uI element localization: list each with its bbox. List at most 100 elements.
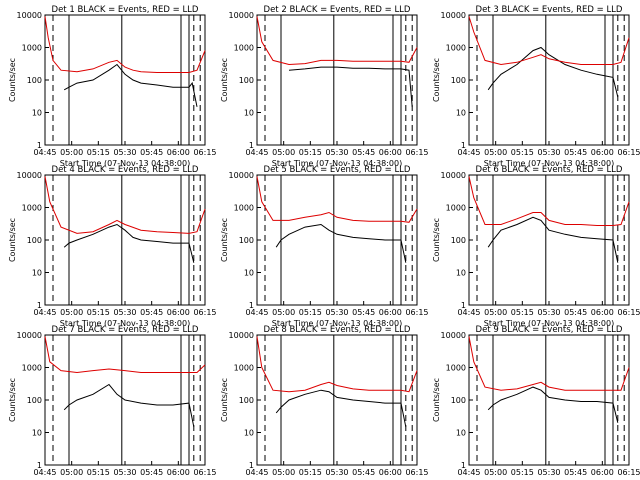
panel-9: Det 9 BLACK = Events, RED = LLD 1 10 100 100… bbox=[432, 325, 640, 480]
x-tick-label: 05:45 bbox=[140, 468, 163, 477]
y-tick-label: 1000 bbox=[446, 44, 466, 53]
series-line-lld bbox=[44, 16, 206, 73]
x-tick-label: 05:00 bbox=[484, 468, 507, 477]
x-tick-label: 05:30 bbox=[113, 308, 136, 317]
y-axis-label: Counts/sec bbox=[432, 378, 441, 422]
panel-8: Det 8 BLACK = Events, RED = LLD 1 10 100 100… bbox=[220, 325, 429, 480]
panel-title: Det 1 BLACK = Events, RED = LLD bbox=[52, 5, 199, 15]
series-line-lld bbox=[468, 16, 630, 66]
x-tick-label: 05:30 bbox=[325, 308, 348, 317]
series-line-events bbox=[487, 46, 619, 98]
panel-title: Det 6 BLACK = Events, RED = LLD bbox=[476, 165, 623, 175]
x-tick-label: 05:00 bbox=[272, 148, 295, 157]
x-tick-label: 04:45 bbox=[245, 148, 268, 157]
y-tick-label: 1 bbox=[461, 461, 466, 470]
x-tick-label: 06:15 bbox=[617, 468, 640, 477]
x-tick-label: 05:45 bbox=[352, 468, 375, 477]
x-axis-label: Start Time (07-Nov-13 04:38:00) bbox=[60, 159, 190, 168]
x-axis-label: Start Time (07-Nov-13 04:38:00) bbox=[272, 319, 402, 328]
panel-title: Det 7 BLACK = Events, RED = LLD bbox=[52, 325, 199, 335]
x-tick-label: 05:00 bbox=[484, 148, 507, 157]
y-tick-label: 1000 bbox=[22, 364, 42, 373]
y-tick-label: 10 bbox=[244, 429, 254, 438]
x-tick-label: 05:00 bbox=[272, 308, 295, 317]
x-tick-label: 05:00 bbox=[272, 468, 295, 477]
series-line-events bbox=[288, 66, 413, 107]
panel-7: Det 7 BLACK = Events, RED = LLD 1 10 100 100… bbox=[8, 325, 217, 480]
x-tick-label: 05:30 bbox=[537, 148, 560, 157]
x-tick-label: 05:15 bbox=[87, 308, 110, 317]
y-tick-label: 1 bbox=[461, 141, 466, 150]
x-tick-label: 06:00 bbox=[379, 308, 402, 317]
x-tick-label: 06:00 bbox=[167, 308, 190, 317]
series-line-lld bbox=[256, 336, 418, 393]
x-tick-label: 06:15 bbox=[405, 148, 428, 157]
x-tick-label: 06:00 bbox=[379, 468, 402, 477]
y-tick-label: 1000 bbox=[234, 204, 254, 213]
x-tick-label: 05:15 bbox=[87, 468, 110, 477]
panel-title: Det 5 BLACK = Events, RED = LLD bbox=[264, 165, 411, 175]
x-axis-label: Start Time (07-Nov-13 04:38:00) bbox=[60, 319, 190, 328]
y-tick-label: 10000 bbox=[441, 171, 466, 180]
x-tick-label: 06:15 bbox=[405, 308, 428, 317]
y-axis-label: Counts/sec bbox=[8, 378, 17, 422]
y-tick-label: 10000 bbox=[229, 331, 254, 340]
y-tick-label: 1000 bbox=[446, 204, 466, 213]
y-tick-label: 100 bbox=[27, 396, 42, 405]
panel-title: Det 9 BLACK = Events, RED = LLD bbox=[476, 325, 623, 335]
x-tick-label: 05:00 bbox=[60, 308, 83, 317]
x-tick-label: 05:00 bbox=[60, 148, 83, 157]
y-tick-label: 10000 bbox=[229, 11, 254, 20]
x-tick-label: 05:30 bbox=[537, 308, 560, 317]
x-tick-label: 06:15 bbox=[193, 308, 216, 317]
x-axis-label: Start Time (07-Nov-13 04:38:00) bbox=[484, 159, 614, 168]
panel-4: Det 4 BLACK = Events, RED = LLD 1 10 100 100… bbox=[8, 165, 217, 328]
y-tick-label: 1 bbox=[37, 461, 42, 470]
y-tick-label: 1 bbox=[461, 301, 466, 310]
x-tick-label: 06:00 bbox=[591, 468, 614, 477]
series-line-lld bbox=[468, 176, 630, 226]
x-tick-label: 04:45 bbox=[457, 148, 480, 157]
x-tick-label: 05:15 bbox=[299, 468, 322, 477]
x-tick-label: 06:00 bbox=[167, 148, 190, 157]
y-tick-label: 100 bbox=[239, 236, 254, 245]
y-tick-label: 100 bbox=[27, 76, 42, 85]
y-tick-label: 1 bbox=[249, 461, 254, 470]
x-tick-label: 06:15 bbox=[617, 308, 640, 317]
panel-title: Det 3 BLACK = Events, RED = LLD bbox=[476, 5, 623, 15]
panel-5: Det 5 BLACK = Events, RED = LLD 1 10 100 100… bbox=[220, 165, 429, 328]
y-tick-label: 100 bbox=[451, 236, 466, 245]
y-tick-label: 10 bbox=[32, 269, 42, 278]
series-line-lld bbox=[44, 336, 206, 374]
x-tick-label: 05:45 bbox=[352, 308, 375, 317]
series-line-events bbox=[275, 223, 407, 263]
x-tick-label: 04:45 bbox=[245, 308, 268, 317]
y-tick-label: 1000 bbox=[22, 204, 42, 213]
x-tick-label: 05:00 bbox=[60, 468, 83, 477]
y-tick-label: 10 bbox=[456, 429, 466, 438]
x-axis-label: Start Time (07-Nov-13 04:38:00) bbox=[272, 159, 402, 168]
x-tick-label: 06:00 bbox=[591, 148, 614, 157]
x-tick-label: 05:15 bbox=[299, 308, 322, 317]
y-tick-label: 1000 bbox=[22, 44, 42, 53]
x-tick-label: 05:30 bbox=[113, 468, 136, 477]
y-tick-label: 10000 bbox=[229, 171, 254, 180]
x-axis-label: Start Time (07-Nov-13 04:38:00) bbox=[484, 319, 614, 328]
y-tick-label: 1 bbox=[249, 301, 254, 310]
y-axis-label: Counts/sec bbox=[8, 218, 17, 262]
x-tick-label: 05:15 bbox=[511, 468, 534, 477]
y-tick-label: 100 bbox=[451, 76, 466, 85]
y-tick-label: 10000 bbox=[441, 331, 466, 340]
series-line-events bbox=[63, 383, 195, 427]
y-tick-label: 1 bbox=[249, 141, 254, 150]
series-line-events bbox=[63, 63, 198, 107]
panel-title: Det 8 BLACK = Events, RED = LLD bbox=[264, 325, 411, 335]
series-line-lld bbox=[256, 16, 418, 66]
y-tick-label: 100 bbox=[451, 396, 466, 405]
y-tick-label: 10000 bbox=[17, 11, 42, 20]
y-tick-label: 10000 bbox=[441, 11, 466, 20]
y-tick-label: 1 bbox=[37, 141, 42, 150]
y-tick-label: 100 bbox=[239, 76, 254, 85]
y-tick-label: 10 bbox=[244, 109, 254, 118]
series-line-events bbox=[487, 216, 619, 263]
